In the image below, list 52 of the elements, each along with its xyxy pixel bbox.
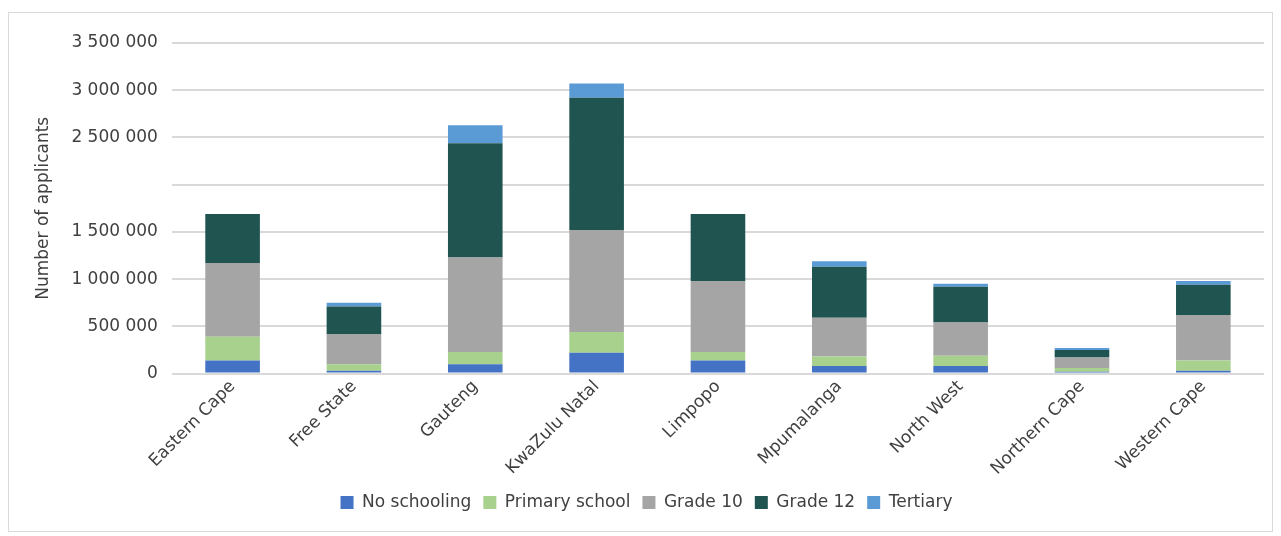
- legend-label: No schooling: [362, 490, 472, 511]
- bar: [447, 351, 503, 365]
- y-tick-label: 1 500 000: [71, 220, 158, 241]
- bar: [205, 263, 260, 337]
- legend-label: Primary school: [504, 490, 631, 511]
- bar: [205, 360, 260, 373]
- y-tick-label: 1 000 000: [71, 267, 158, 288]
- bar: [1176, 315, 1231, 361]
- bar: [447, 364, 503, 373]
- bar: [812, 266, 867, 318]
- bar: [569, 83, 624, 98]
- bar: [205, 336, 260, 361]
- bar: [812, 261, 867, 267]
- bar: [326, 302, 382, 307]
- bar: [1176, 281, 1231, 285]
- bar: [1054, 367, 1110, 372]
- bar: [326, 333, 382, 365]
- bar: [569, 332, 624, 353]
- bar: [933, 355, 988, 367]
- y-axis-title: Number of applicants: [31, 116, 52, 300]
- legend-label: Grade 10: [663, 490, 743, 511]
- legend-label: Grade 12: [776, 490, 856, 511]
- legend-label: Tertiary: [887, 490, 953, 511]
- bar: [1176, 284, 1231, 316]
- bar: [812, 366, 867, 373]
- bar: [690, 351, 746, 361]
- y-tick-label: 3 000 000: [71, 78, 158, 99]
- bar: [569, 97, 624, 231]
- y-tick-label: 0: [147, 362, 158, 383]
- bar: [933, 366, 988, 373]
- bar: [690, 213, 746, 282]
- bar: [812, 317, 867, 357]
- bar: [1176, 360, 1231, 371]
- bar: [326, 306, 382, 334]
- bar: [933, 283, 988, 287]
- bar: [812, 356, 867, 367]
- bar: [326, 364, 382, 371]
- bar: [447, 257, 503, 352]
- bar: [1054, 349, 1110, 358]
- bar: [933, 322, 988, 356]
- y-tick-label: 3 500 000: [71, 31, 158, 52]
- bar: [1054, 357, 1110, 368]
- bar: [569, 352, 624, 373]
- bar: [447, 143, 503, 258]
- bar: [205, 213, 260, 264]
- bar: [447, 125, 503, 144]
- bar: [690, 360, 746, 373]
- bar: [690, 281, 746, 352]
- y-tick-label: 500 000: [87, 314, 158, 335]
- bar: [933, 286, 988, 323]
- bar: [569, 230, 624, 333]
- y-tick-label: 2 500 000: [71, 125, 158, 146]
